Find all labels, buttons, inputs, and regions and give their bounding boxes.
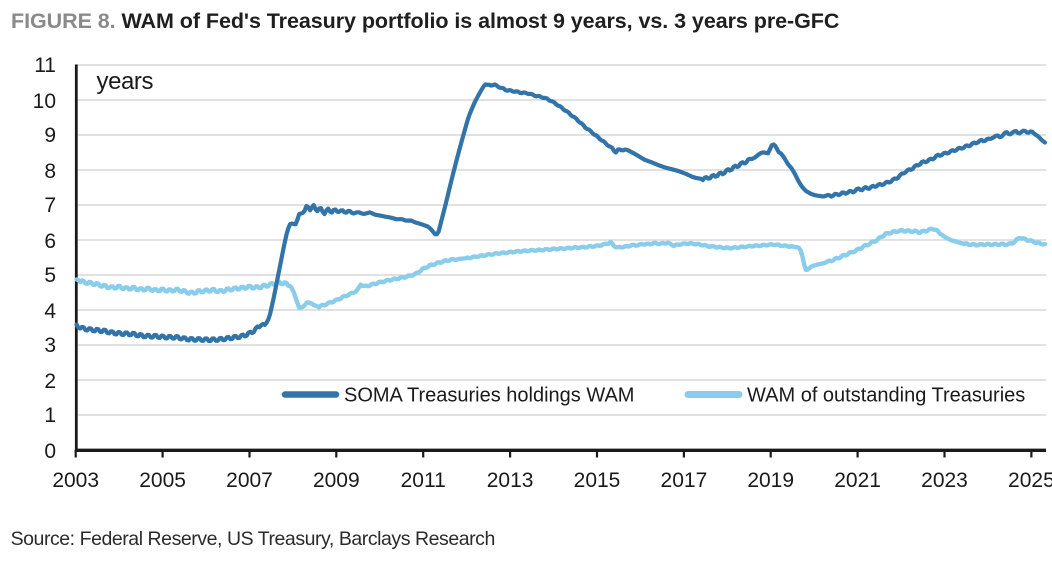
svg-text:2025: 2025 <box>1008 469 1052 492</box>
svg-text:SOMA Treasuries holdings WAM: SOMA Treasuries holdings WAM <box>344 385 634 407</box>
svg-text:2003: 2003 <box>52 469 99 492</box>
svg-text:7: 7 <box>44 194 56 217</box>
svg-text:1: 1 <box>44 404 56 427</box>
svg-text:9: 9 <box>44 124 56 147</box>
svg-text:years: years <box>97 68 154 95</box>
svg-text:0: 0 <box>44 440 56 463</box>
svg-text:11: 11 <box>34 54 56 77</box>
svg-text:10: 10 <box>33 90 56 113</box>
svg-text:2023: 2023 <box>921 469 968 492</box>
svg-text:3: 3 <box>44 334 56 357</box>
svg-text:6: 6 <box>44 230 56 253</box>
svg-text:2: 2 <box>44 370 56 393</box>
svg-text:4: 4 <box>44 300 56 323</box>
svg-text:5: 5 <box>44 264 56 287</box>
svg-text:2009: 2009 <box>313 469 360 492</box>
svg-text:2019: 2019 <box>747 469 794 492</box>
svg-text:2005: 2005 <box>139 469 186 492</box>
svg-text:2007: 2007 <box>226 469 273 492</box>
svg-text:2011: 2011 <box>401 469 446 492</box>
svg-text:WAM of outstanding Treasuries: WAM of outstanding Treasuries <box>747 385 1025 407</box>
svg-text:2017: 2017 <box>661 469 708 492</box>
svg-text:8: 8 <box>44 160 56 183</box>
svg-text:2013: 2013 <box>487 469 534 492</box>
svg-text:2015: 2015 <box>574 469 621 492</box>
svg-text:2021: 2021 <box>834 469 881 492</box>
